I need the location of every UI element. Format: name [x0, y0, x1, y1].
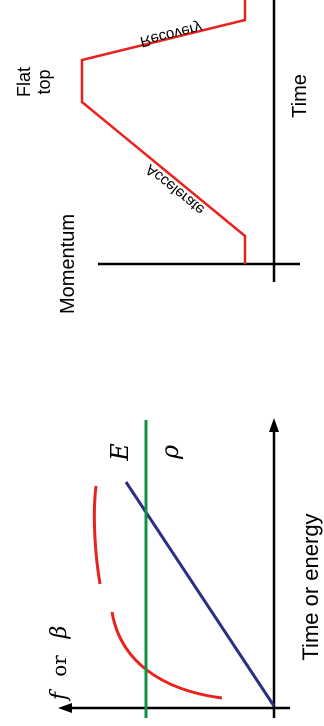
- flat-top-label-line2: top: [34, 69, 54, 94]
- time-or-energy-axis-arrowhead: [269, 418, 279, 432]
- recovery-phase-label: Recovery: [138, 18, 204, 50]
- energy-line: [124, 481, 276, 707]
- parameters-diagram: f or β E ρ Time or energy: [47, 418, 323, 718]
- momentum-cycle-diagram: Momentum Time Recovery Flat top Accelera…: [14, 0, 311, 314]
- flat-top-label-line1: Flat: [14, 67, 34, 97]
- or-label: or: [47, 655, 71, 677]
- value-axis-arrowhead: [58, 703, 72, 713]
- f-or-beta-curve: [92, 485, 223, 700]
- momentum-axis-label: Momentum: [57, 214, 79, 314]
- accelerate-phase-label: Accelerate: [142, 161, 208, 219]
- beta-label: β: [47, 626, 72, 640]
- f-label: f: [47, 688, 72, 702]
- time-or-energy-axis-label: Time or energy: [298, 513, 323, 660]
- rho-label: ρ: [156, 445, 184, 460]
- momentum-cycle-trace: [80, 0, 247, 264]
- time-axis-label: Time: [289, 74, 311, 118]
- energy-label: E: [106, 443, 134, 462]
